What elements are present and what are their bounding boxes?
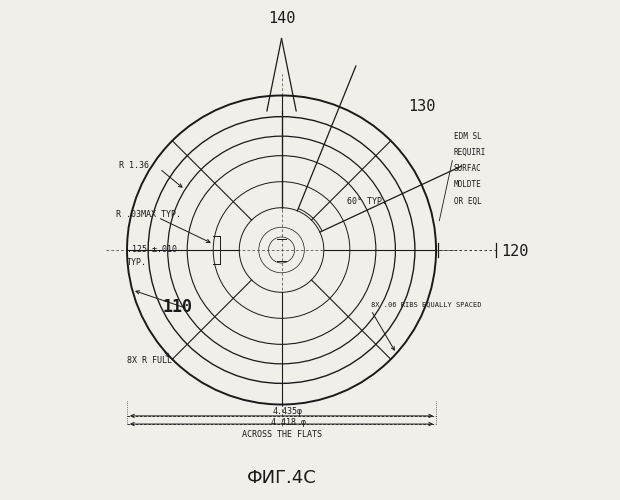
Text: 130: 130 [409,100,436,114]
Text: 8X .06 RIBS EQUALLY SPACED: 8X .06 RIBS EQUALLY SPACED [371,300,482,306]
Text: ФИГ.4С: ФИГ.4С [247,468,316,486]
Text: 4.435φ: 4.435φ [273,407,303,416]
Text: EDM SL: EDM SL [454,132,482,140]
Text: 110: 110 [163,298,193,316]
Text: 8X R FULL: 8X R FULL [127,356,172,365]
Text: 140: 140 [268,10,295,26]
Text: .125 ±.010: .125 ±.010 [127,245,177,254]
Text: 4.418 φ: 4.418 φ [270,418,306,428]
Text: R 1.36: R 1.36 [119,161,149,170]
Text: REQUIRI: REQUIRI [454,148,486,157]
Text: OR EQL: OR EQL [454,196,482,205]
Text: 60° TYP.: 60° TYP. [347,196,387,205]
Text: ACROSS THE FLATS: ACROSS THE FLATS [242,430,322,438]
Text: MOLDTE: MOLDTE [454,180,482,190]
Text: 120: 120 [501,244,528,259]
Text: TYP.: TYP. [127,258,147,267]
Text: SURFAC: SURFAC [454,164,482,173]
Text: R .03MAX TYP.: R .03MAX TYP. [116,210,180,218]
